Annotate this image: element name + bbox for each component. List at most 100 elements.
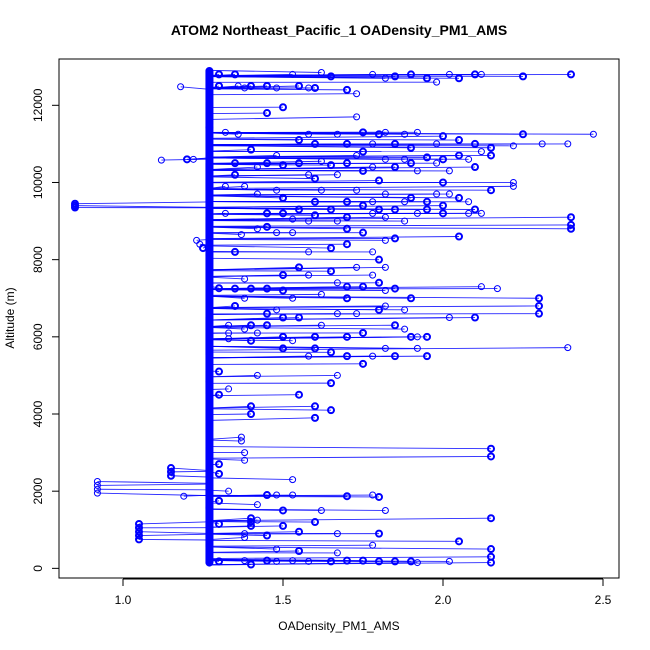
y-axis: 0 2000 4000 6000 8000 10000 12000	[31, 88, 60, 572]
data-point	[279, 313, 287, 322]
data-points	[71, 66, 597, 569]
data-point	[295, 313, 303, 322]
data-point	[311, 197, 319, 206]
data-point	[317, 186, 325, 194]
data-point	[343, 492, 351, 501]
data-point	[279, 271, 287, 280]
data-point	[289, 215, 297, 223]
data-point	[215, 469, 223, 478]
data-point	[407, 193, 415, 202]
profile-line	[209, 405, 316, 409]
profile-line	[209, 559, 450, 562]
data-point	[455, 151, 463, 160]
data-point	[401, 130, 409, 138]
data-point	[247, 410, 255, 419]
data-point	[343, 85, 351, 94]
profile-line	[209, 93, 357, 96]
data-point	[413, 559, 421, 567]
profile-line	[209, 73, 572, 77]
data-point	[279, 506, 287, 515]
data-point	[241, 294, 249, 302]
data-point	[375, 205, 383, 214]
profile-line	[209, 276, 245, 280]
profile-line	[209, 135, 444, 139]
data-point	[369, 209, 377, 217]
data-point	[279, 103, 287, 112]
data-point	[263, 159, 271, 168]
data-point	[231, 170, 239, 179]
data-point	[237, 437, 245, 445]
data-point	[423, 205, 431, 214]
data-point	[381, 506, 389, 514]
data-point	[381, 344, 389, 352]
data-point	[487, 545, 495, 554]
data-point	[273, 229, 281, 237]
data-point	[333, 530, 341, 538]
data-point	[295, 205, 303, 214]
data-point	[375, 557, 383, 566]
profile-line	[209, 455, 492, 459]
profile-line	[209, 436, 242, 440]
profile-line	[180, 86, 210, 90]
data-point	[423, 352, 431, 361]
data-point	[391, 234, 399, 243]
profile-line	[209, 374, 338, 378]
data-point	[567, 220, 575, 229]
data-point	[327, 72, 335, 81]
data-point	[343, 240, 351, 249]
data-point	[311, 402, 319, 411]
data-point	[381, 236, 389, 244]
data-point	[455, 232, 463, 241]
profile-line	[209, 525, 284, 528]
data-point	[263, 82, 271, 91]
data-point	[465, 198, 473, 206]
data-point	[241, 456, 249, 464]
data-point	[327, 406, 335, 415]
data-point	[247, 521, 255, 530]
data-point	[247, 514, 255, 523]
data-point	[353, 151, 361, 159]
data-point	[423, 197, 431, 206]
data-point	[215, 390, 223, 399]
data-point	[327, 379, 335, 388]
data-point	[263, 109, 271, 118]
data-point	[279, 521, 287, 530]
data-point	[317, 506, 325, 514]
profile-line	[209, 243, 348, 246]
data-point	[327, 161, 335, 170]
profile-line	[209, 305, 540, 309]
data-point	[519, 130, 527, 139]
data-point	[135, 523, 143, 532]
profile-line	[209, 112, 268, 115]
data-point	[327, 244, 335, 253]
data-point	[93, 485, 101, 493]
profile-line	[209, 138, 460, 141]
data-point	[343, 352, 351, 361]
data-point	[343, 197, 351, 206]
data-point	[375, 305, 383, 314]
data-point	[311, 83, 319, 92]
data-point	[263, 321, 271, 330]
data-point	[487, 514, 495, 523]
data-point	[333, 310, 341, 318]
data-point	[247, 336, 255, 345]
profile-line	[209, 236, 460, 240]
profile-line	[209, 289, 386, 291]
profile-line	[209, 394, 300, 397]
profile-line	[209, 295, 540, 299]
data-point	[535, 309, 543, 318]
data-point	[93, 478, 101, 486]
data-point	[413, 344, 421, 352]
data-point	[391, 72, 399, 81]
data-point	[247, 560, 255, 569]
profile-line	[161, 158, 210, 161]
data-point	[375, 176, 383, 185]
data-point	[413, 209, 421, 217]
data-point	[381, 155, 389, 163]
data-point	[359, 128, 367, 137]
data-point	[273, 491, 281, 499]
profile-line	[97, 481, 210, 484]
profile-line	[170, 467, 210, 471]
profile-line	[209, 408, 332, 411]
data-point	[391, 321, 399, 330]
